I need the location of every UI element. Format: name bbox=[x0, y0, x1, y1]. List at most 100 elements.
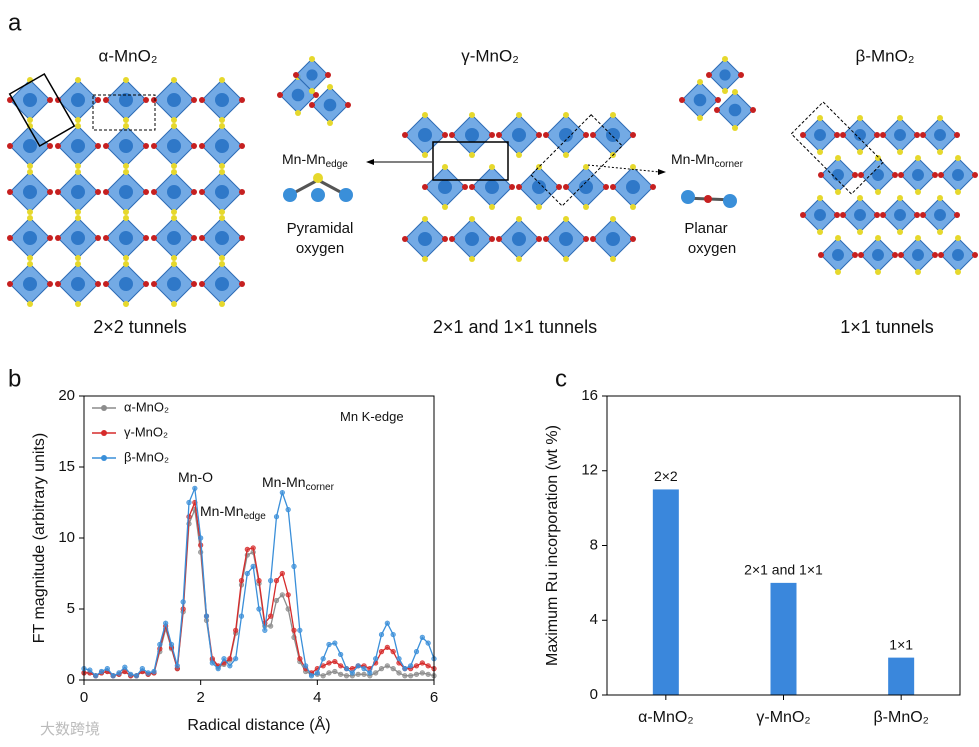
mn-atom bbox=[912, 249, 924, 261]
mn-atom bbox=[167, 139, 181, 153]
mn-atom bbox=[465, 232, 479, 246]
o-atom bbox=[95, 143, 101, 149]
corner-text: Mn-Mn bbox=[671, 151, 715, 167]
o-atom bbox=[277, 92, 283, 98]
y-tick-label: 15 bbox=[58, 458, 75, 475]
annotation-text: Mn-Mn bbox=[262, 474, 306, 490]
x-axis-label: Radical distance (Å) bbox=[187, 715, 330, 734]
o-atom bbox=[496, 132, 502, 138]
o-atom bbox=[171, 301, 177, 307]
o-atom bbox=[509, 184, 515, 190]
o-atom bbox=[103, 97, 109, 103]
point bbox=[338, 651, 344, 658]
o-atom bbox=[914, 132, 920, 138]
o-atom bbox=[840, 132, 846, 138]
o-atom bbox=[892, 252, 898, 258]
pyramidal-icon bbox=[283, 173, 353, 202]
mn-atom bbox=[854, 209, 866, 221]
oxygen-label: oxygen bbox=[688, 240, 736, 257]
o-atom bbox=[422, 112, 428, 118]
point bbox=[419, 660, 425, 666]
o-atom bbox=[47, 143, 53, 149]
o-atom bbox=[874, 212, 880, 218]
o-atom bbox=[563, 152, 569, 158]
o-atom bbox=[171, 255, 177, 261]
point bbox=[425, 640, 431, 646]
edge-label: Mn-Mnedge bbox=[282, 151, 348, 170]
x-tick-label: 4 bbox=[313, 689, 321, 706]
o-atom bbox=[449, 236, 455, 242]
o-atom bbox=[835, 189, 841, 195]
mn-atom bbox=[215, 139, 229, 153]
mn-atom bbox=[872, 169, 884, 181]
o-atom bbox=[536, 236, 542, 242]
point bbox=[320, 656, 326, 662]
point bbox=[361, 666, 367, 672]
o-atom bbox=[313, 92, 319, 98]
o-atom bbox=[563, 184, 569, 190]
o-atom bbox=[937, 195, 943, 201]
o-atom bbox=[920, 212, 926, 218]
o-atom bbox=[103, 235, 109, 241]
tunnel-label: 1×1 tunnels bbox=[840, 317, 934, 337]
o-atom bbox=[123, 169, 129, 175]
mn-atom bbox=[119, 231, 133, 245]
point bbox=[273, 577, 280, 584]
point bbox=[116, 670, 122, 676]
point bbox=[408, 673, 414, 679]
point bbox=[268, 623, 274, 629]
mn-atom bbox=[306, 69, 318, 81]
o-atom bbox=[469, 112, 475, 118]
o-atom bbox=[293, 72, 299, 78]
point bbox=[390, 666, 396, 672]
y-tick-label: 0 bbox=[67, 671, 75, 688]
o-atom bbox=[123, 117, 129, 123]
o-atom bbox=[858, 252, 864, 258]
o-atom bbox=[199, 281, 205, 287]
o-atom bbox=[715, 97, 721, 103]
o-atom bbox=[732, 89, 738, 95]
mn-atom bbox=[559, 128, 573, 142]
o-atom bbox=[95, 281, 101, 287]
o-atom bbox=[714, 107, 720, 113]
o-atom bbox=[219, 255, 225, 261]
o-atom bbox=[536, 132, 542, 138]
point bbox=[151, 668, 157, 675]
o-atom bbox=[7, 189, 13, 195]
mn-atom bbox=[23, 139, 37, 153]
o-atom bbox=[422, 216, 428, 222]
mn-atom bbox=[832, 169, 844, 181]
o-atom bbox=[191, 189, 197, 195]
mn-atom bbox=[167, 185, 181, 199]
point bbox=[215, 666, 221, 672]
o-atom bbox=[219, 123, 225, 129]
o-atom bbox=[469, 216, 475, 222]
o-atom bbox=[171, 169, 177, 175]
mn-atom bbox=[418, 232, 432, 246]
point bbox=[355, 663, 361, 669]
mn-atom bbox=[23, 277, 37, 291]
value-label: 2×1 and 1×1 bbox=[744, 562, 823, 578]
o-atom bbox=[462, 184, 468, 190]
o-atom bbox=[123, 215, 129, 221]
o-atom bbox=[47, 235, 53, 241]
point bbox=[308, 673, 315, 679]
edge-sub: edge bbox=[326, 159, 349, 170]
o-atom bbox=[325, 72, 331, 78]
o-atom bbox=[750, 107, 756, 113]
o-atom bbox=[27, 261, 33, 267]
point bbox=[303, 663, 309, 669]
o-atom bbox=[835, 235, 841, 241]
point bbox=[168, 641, 175, 648]
point bbox=[250, 545, 256, 551]
point bbox=[349, 670, 355, 676]
o-atom bbox=[834, 212, 840, 218]
point bbox=[133, 673, 140, 679]
o-atom bbox=[937, 149, 943, 155]
arrow bbox=[587, 164, 661, 173]
o-atom bbox=[95, 97, 101, 103]
mn-atom bbox=[465, 128, 479, 142]
o-atom bbox=[422, 152, 428, 158]
o-atom bbox=[972, 252, 978, 258]
